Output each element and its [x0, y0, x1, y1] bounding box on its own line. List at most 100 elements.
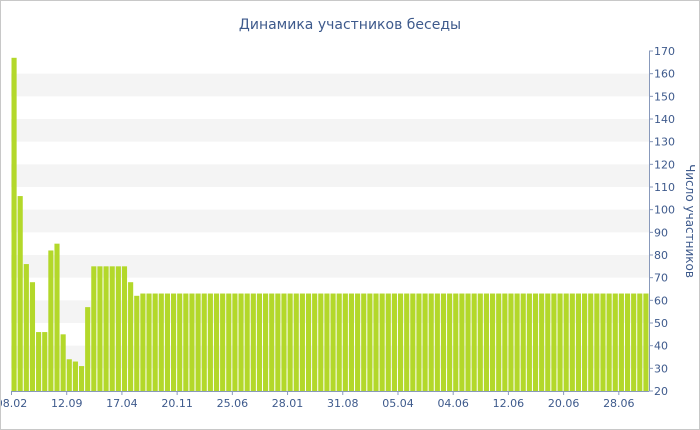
- bar: [177, 293, 183, 391]
- grid-band: [11, 164, 649, 187]
- bar: [36, 332, 42, 391]
- y-tick-label: 70: [654, 272, 668, 285]
- bar: [195, 293, 201, 391]
- y-tick-label: 150: [654, 90, 675, 103]
- bar: [496, 293, 502, 391]
- bar: [220, 293, 226, 391]
- chart-title: Динамика участников беседы: [239, 17, 461, 33]
- x-tick-label: 20.11: [161, 397, 193, 410]
- bar: [557, 293, 563, 391]
- bar: [367, 293, 373, 391]
- y-tick-label: 80: [654, 249, 668, 262]
- bar: [60, 334, 66, 391]
- bar: [447, 293, 453, 391]
- y-tick-label: 60: [654, 294, 668, 307]
- bar: [551, 293, 557, 391]
- y-tick-label: 130: [654, 136, 675, 149]
- y-tick-label: 40: [654, 340, 668, 353]
- bar: [606, 293, 612, 391]
- bar: [637, 293, 643, 391]
- bar: [471, 293, 477, 391]
- bar: [342, 293, 348, 391]
- x-tick-label: 25.06: [217, 397, 249, 410]
- bar: [42, 332, 48, 391]
- bar: [434, 293, 440, 391]
- bar: [397, 293, 404, 391]
- bar: [256, 293, 263, 391]
- bar: [465, 293, 471, 391]
- grid-band: [11, 209, 649, 233]
- bar: [269, 293, 275, 391]
- x-tick-label: 05.04: [382, 397, 414, 410]
- bars-layer: [11, 57, 649, 392]
- x-tick-label: 17.04: [106, 397, 138, 410]
- bar: [54, 243, 60, 391]
- bar: [275, 293, 281, 391]
- bar: [85, 307, 91, 391]
- bar: [422, 293, 428, 391]
- bar: [109, 266, 115, 391]
- bar: [287, 293, 293, 391]
- bar: [631, 293, 637, 391]
- bar: [48, 250, 54, 391]
- bar: [600, 293, 606, 391]
- bar: [312, 293, 318, 391]
- x-tick-label: 08.02: [1, 397, 27, 410]
- bar: [91, 266, 97, 391]
- bar: [379, 293, 385, 391]
- bar: [490, 293, 496, 391]
- bar: [152, 293, 158, 391]
- bar: [158, 293, 164, 391]
- bar: [293, 293, 299, 391]
- bar: [539, 293, 545, 391]
- bar: [324, 293, 330, 391]
- bar: [582, 293, 588, 391]
- bar: [385, 293, 391, 391]
- y-tick-label: 140: [654, 113, 675, 126]
- bar: [477, 293, 483, 391]
- axes-layer: [11, 51, 650, 392]
- bar: [404, 293, 410, 391]
- bar: [281, 293, 287, 391]
- bar: [391, 293, 397, 391]
- bar: [263, 293, 269, 391]
- y-tick-label: 120: [654, 158, 675, 171]
- bar: [348, 293, 355, 391]
- bar: [17, 196, 23, 391]
- bar: [508, 293, 514, 391]
- bar: [183, 293, 189, 391]
- bar: [575, 293, 582, 391]
- bar: [428, 293, 434, 391]
- bar: [244, 293, 250, 391]
- bar: [29, 282, 36, 391]
- bar: [134, 295, 140, 391]
- bar: [361, 293, 367, 391]
- bar: [115, 266, 121, 391]
- bar: [355, 293, 361, 391]
- bar: [226, 293, 232, 391]
- grid-band: [11, 73, 649, 97]
- bar: [545, 293, 551, 391]
- bar: [373, 293, 379, 391]
- bar: [213, 293, 220, 391]
- bar: [305, 293, 312, 391]
- bar: [238, 293, 244, 391]
- x-tick-label: 28.06: [603, 397, 635, 410]
- y-tick-label: 50: [654, 317, 668, 330]
- grid-band: [11, 300, 649, 323]
- bar: [23, 264, 29, 391]
- bar: [440, 293, 447, 391]
- bar: [164, 293, 170, 391]
- bar: [459, 293, 465, 391]
- bar: [140, 293, 146, 391]
- bar: [66, 359, 72, 391]
- bar: [11, 57, 17, 392]
- bar: [410, 293, 416, 391]
- bar: [624, 293, 631, 391]
- bar: [563, 293, 569, 391]
- bar: [612, 293, 618, 391]
- x-tick-label: 28.01: [272, 397, 304, 410]
- y-tick-label: 100: [654, 204, 675, 217]
- bar: [299, 293, 305, 391]
